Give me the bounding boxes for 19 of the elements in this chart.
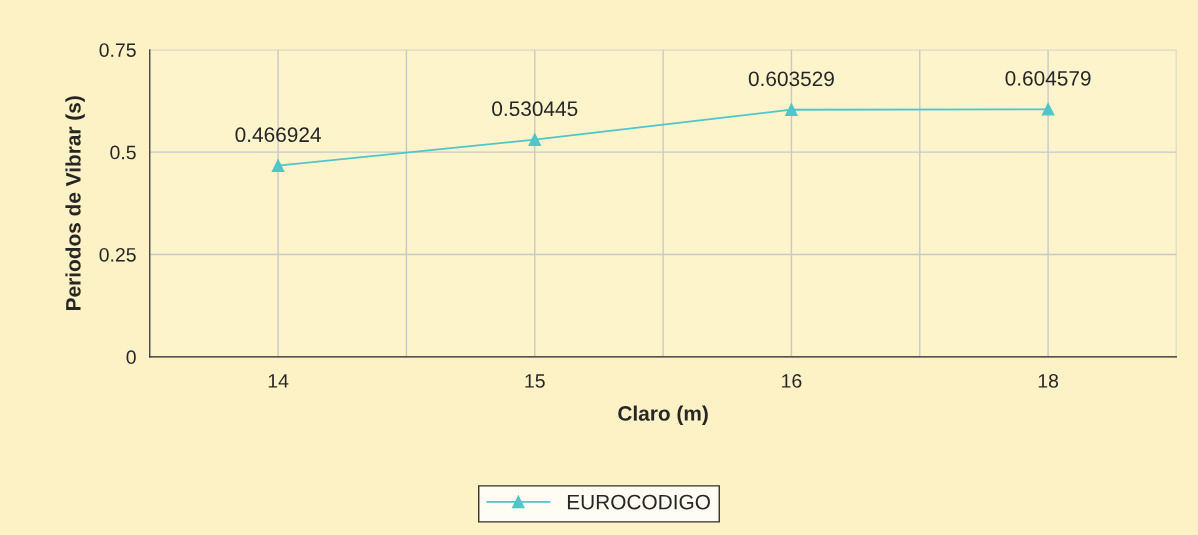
point (785, 103, 798, 116)
x-tick-label: 18 (1038, 374, 1059, 388)
y-tick-label: 0.25 (99, 247, 136, 262)
data-label: 0.466924 (235, 127, 321, 143)
data-label: 0.603529 (748, 71, 834, 87)
y-axis-title: Periodos de Vibrar (s) (65, 96, 85, 310)
x-tick-label: 14 (268, 374, 289, 388)
data-label: 0.530445 (492, 101, 578, 117)
y-tick-label: 0.75 (99, 43, 136, 57)
y-tick-label: 0 (126, 350, 136, 365)
point (271, 159, 285, 172)
legend-label: EUROCODIGO (567, 494, 710, 510)
point (528, 133, 542, 146)
x-tick-label: 15 (525, 374, 545, 388)
x-axis-title: Claro (m) (618, 405, 708, 425)
x-tick-label: 16 (782, 374, 802, 388)
point (1041, 103, 1055, 116)
y-tick-label: 0.5 (110, 145, 136, 160)
data-label: 0.604579 (1005, 70, 1091, 86)
